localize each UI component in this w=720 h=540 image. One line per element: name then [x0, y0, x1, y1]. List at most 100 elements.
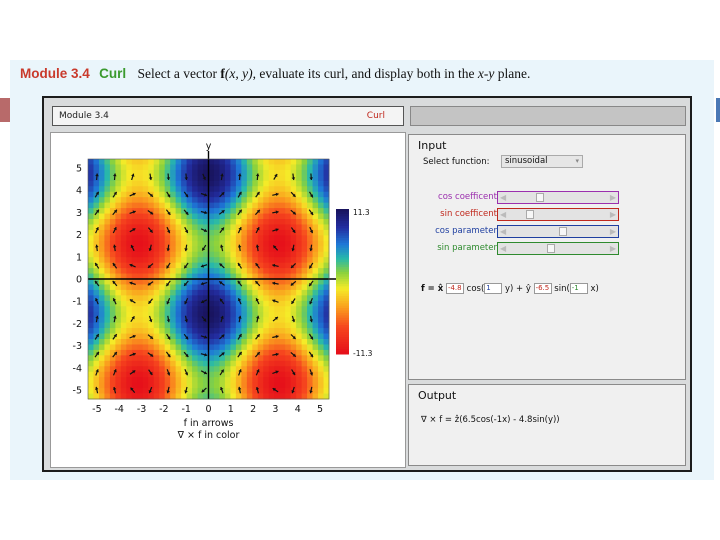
slider-right-arrow-icon[interactable]: ▶ [609, 193, 616, 202]
slider-right-arrow-icon[interactable]: ▶ [609, 227, 616, 236]
app-header: Module 3.4 Curl [52, 106, 404, 126]
slider-thumb[interactable] [526, 210, 535, 219]
slider-left-arrow-icon[interactable]: ◀ [500, 193, 507, 202]
heatmap-cell [109, 355, 116, 362]
right-accent-bar [716, 98, 720, 122]
cos-parameter-box[interactable]: 1 [484, 283, 503, 294]
heatmap-cell [268, 262, 275, 269]
heatmap-cell [109, 295, 116, 302]
heatmap-cell [235, 382, 242, 389]
heatmap-cell [230, 191, 237, 198]
heatmap-cell [268, 251, 275, 258]
heatmap-cell [224, 328, 231, 334]
heatmap-cell [93, 229, 100, 236]
heatmap-cell [203, 393, 209, 400]
x-tick-label: -5 [92, 404, 101, 415]
sin-parameter-box[interactable]: -1 [569, 283, 588, 294]
slider-0[interactable]: ◀ ▶ [497, 191, 619, 204]
heatmap-cell [153, 371, 160, 378]
heatmap-cell [274, 159, 281, 165]
heatmap-cell [197, 159, 204, 165]
vector-arrow-head [291, 319, 296, 323]
heatmap-cell [170, 273, 177, 280]
heatmap-cell [148, 251, 155, 258]
heatmap-cell [290, 229, 297, 236]
heatmap-cell [257, 169, 264, 176]
heatmap-cell [274, 284, 281, 291]
slider-3[interactable]: ◀ ▶ [497, 242, 619, 255]
heatmap-cell [230, 197, 237, 204]
function-select[interactable]: sinusoidal ▾ [501, 155, 583, 168]
slider-left-arrow-icon[interactable]: ◀ [500, 210, 507, 219]
heatmap-cell [268, 279, 275, 285]
vector-arrow-head [167, 194, 171, 198]
heatmap-cell [279, 213, 286, 220]
heatmap-cell [246, 300, 253, 307]
heatmap-cell [115, 208, 122, 214]
heatmap-cell [323, 197, 330, 204]
vector-arrow-head [131, 173, 135, 177]
heatmap-cell [181, 279, 187, 285]
heatmap-cell [263, 382, 270, 389]
heatmap-cell [257, 197, 264, 204]
slider-thumb[interactable] [535, 193, 544, 202]
heatmap-cell [301, 159, 308, 165]
slider-thumb[interactable] [558, 227, 567, 236]
colorbar-segment [336, 240, 349, 244]
heatmap-cell [186, 360, 193, 367]
heatmap-cell [175, 366, 182, 373]
heatmap-cell [290, 169, 297, 176]
heatmap-cell [88, 349, 94, 356]
heatmap-cell [213, 377, 220, 384]
heatmap-cell [279, 339, 286, 345]
heatmap-cell [131, 355, 138, 362]
heatmap-cell [197, 246, 204, 253]
slider-thumb[interactable] [546, 244, 555, 253]
heatmap-cell [323, 289, 330, 296]
heatmap-cell [115, 306, 122, 313]
slider-left-arrow-icon[interactable]: ◀ [500, 227, 507, 236]
heatmap-cell [88, 208, 94, 214]
slider-1[interactable]: ◀ ▶ [497, 208, 619, 221]
heatmap-cell [98, 279, 105, 285]
sin-coefficient-box[interactable]: -6.5 [533, 283, 552, 294]
heatmap-cell [241, 208, 248, 214]
colorbar-segment [336, 259, 349, 263]
heatmap-cell [164, 159, 171, 165]
heatmap-cell [93, 240, 100, 247]
heatmap-cell [230, 229, 237, 236]
heatmap-cell [279, 257, 286, 264]
heatmap-cell [98, 339, 105, 345]
heatmap-cell [137, 393, 144, 400]
heatmap-cell [142, 322, 149, 329]
vector-arrow-head [309, 301, 313, 305]
cos-coefficient-box[interactable]: -4.8 [445, 283, 464, 294]
heatmap-cell [208, 251, 215, 258]
vector-arrow-head [148, 264, 152, 268]
heatmap-cell [98, 240, 105, 247]
slider-right-arrow-icon[interactable]: ▶ [609, 210, 616, 219]
vector-formula: f = x̂ -4.8 cos(1 y) + ŷ -6.5 sin(-1 x) [421, 283, 599, 294]
slider-right-arrow-icon[interactable]: ▶ [609, 244, 616, 253]
heatmap-cell [88, 224, 94, 231]
heatmap-cell [159, 306, 166, 313]
slider-left-arrow-icon[interactable]: ◀ [500, 244, 507, 253]
heatmap-cell [120, 240, 127, 247]
heatmap-cell [268, 306, 275, 313]
heatmap-cell [170, 328, 177, 334]
heatmap-cell [246, 284, 253, 291]
heatmap-cell [252, 180, 259, 187]
slider-2[interactable]: ◀ ▶ [497, 225, 619, 238]
heatmap-cell [126, 229, 133, 236]
heatmap-cell [203, 213, 209, 220]
heatmap-cell [115, 382, 122, 389]
heatmap-cell [296, 240, 303, 247]
heatmap-cell [98, 311, 105, 318]
heatmap-cell [93, 300, 100, 307]
heatmap-cell [126, 164, 133, 171]
heatmap-cell [241, 229, 248, 236]
heatmap-cell [175, 219, 182, 225]
heatmap-cell [285, 382, 292, 389]
heatmap-cell [219, 164, 226, 171]
heatmap-cell [175, 393, 182, 400]
